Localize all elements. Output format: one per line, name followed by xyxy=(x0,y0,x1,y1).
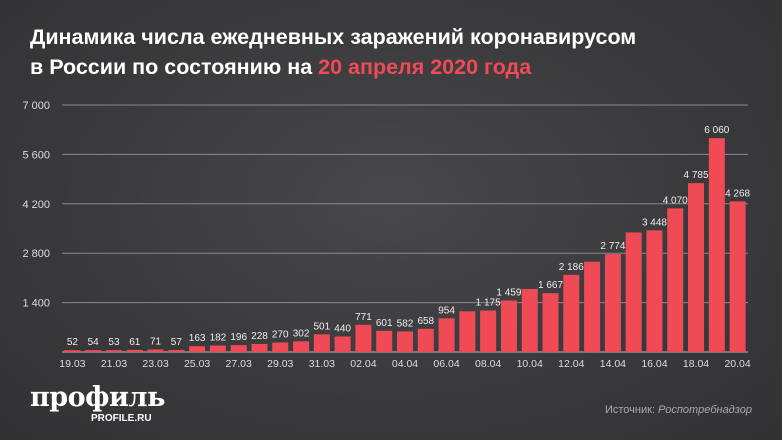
data-label: 182 xyxy=(210,333,227,344)
bar xyxy=(417,328,434,352)
x-tick-label: 02.04 xyxy=(350,358,376,370)
title-line-2: в России по состоянию на 20 апреля 2020 … xyxy=(30,52,636,82)
bar xyxy=(209,345,226,352)
bar xyxy=(189,346,206,352)
data-label: 270 xyxy=(272,329,289,340)
x-tick-label: 16.04 xyxy=(641,358,667,370)
y-tick-label: 5 600 xyxy=(22,149,50,161)
bar xyxy=(105,350,122,352)
bar xyxy=(584,261,601,352)
bar xyxy=(521,288,538,352)
data-label: 61 xyxy=(129,337,141,348)
bar xyxy=(604,254,621,352)
bar xyxy=(563,274,580,352)
data-label: 3 448 xyxy=(642,217,667,228)
profile-logo-url: PROFILE.RU xyxy=(91,413,152,424)
bar xyxy=(396,331,414,352)
data-label: 954 xyxy=(438,305,455,316)
data-label: 4 070 xyxy=(663,195,688,206)
bar xyxy=(272,342,289,352)
data-label: 1 667 xyxy=(538,280,563,291)
bar xyxy=(542,293,559,352)
source-value: Роспотребнадзор xyxy=(658,404,752,416)
data-label: 196 xyxy=(230,332,247,343)
bar xyxy=(459,311,476,352)
data-label: 6 060 xyxy=(704,125,729,136)
data-label: 302 xyxy=(293,328,310,339)
data-label: 52 xyxy=(67,337,79,348)
bar xyxy=(438,318,455,352)
bar xyxy=(688,183,705,352)
data-label: 54 xyxy=(88,337,100,348)
data-label: 57 xyxy=(171,337,183,348)
title-line-1: Динамика числа ежедневных заражений коро… xyxy=(30,25,637,49)
x-tick-label: 06.04 xyxy=(433,358,459,370)
source-note: Источник: Роспотребнадзор xyxy=(605,404,752,416)
x-tick-label: 27.03 xyxy=(226,358,252,370)
x-tick-label: 10.04 xyxy=(517,358,543,370)
bar xyxy=(646,230,663,352)
bar xyxy=(147,349,164,352)
y-tick-label: 1 400 xyxy=(22,298,50,310)
x-tick-label: 29.03 xyxy=(267,358,293,370)
data-label: 440 xyxy=(334,323,351,334)
data-label: 228 xyxy=(251,331,268,342)
bar xyxy=(480,310,497,352)
x-tick-label: 31.03 xyxy=(309,358,335,370)
bar xyxy=(625,232,642,352)
data-label: 53 xyxy=(108,337,120,348)
data-label: 4 785 xyxy=(684,170,709,181)
data-label: 582 xyxy=(397,318,414,329)
bar xyxy=(667,208,684,352)
title-prefix: в России по состоянию на xyxy=(30,55,319,79)
x-tick-label: 21.03 xyxy=(101,358,127,370)
x-tick-label: 18.04 xyxy=(683,358,709,370)
bar xyxy=(64,350,81,352)
data-label: 2 186 xyxy=(559,262,584,273)
bar xyxy=(708,138,725,352)
x-tick-label: 20.04 xyxy=(724,358,750,370)
bar xyxy=(251,343,268,352)
bar xyxy=(729,201,746,352)
bar xyxy=(230,345,247,352)
x-tick-label: 12.04 xyxy=(558,358,584,370)
chart-title: Динамика числа ежедневных заражений коро… xyxy=(30,22,636,82)
data-label: 1 459 xyxy=(496,288,521,299)
source-label: Источник: xyxy=(604,404,659,416)
bar xyxy=(355,324,372,352)
data-label: 601 xyxy=(376,318,393,329)
data-label: 501 xyxy=(314,321,331,332)
x-tick-label: 04.04 xyxy=(392,358,418,370)
bar xyxy=(313,334,330,352)
data-label: 4 268 xyxy=(725,188,750,199)
x-tick-label: 08.04 xyxy=(475,358,501,370)
x-tick-label: 25.03 xyxy=(184,358,210,370)
data-label: 771 xyxy=(355,312,372,323)
data-label: 1 175 xyxy=(476,298,501,309)
x-tick-label: 14.04 xyxy=(600,358,626,370)
data-label: 71 xyxy=(150,336,162,347)
bar xyxy=(293,341,310,352)
y-tick-label: 4 200 xyxy=(22,199,50,211)
data-label: 163 xyxy=(189,333,206,344)
bar xyxy=(126,349,143,352)
y-tick-label: 7 000 xyxy=(22,100,50,112)
x-tick-label: 23.03 xyxy=(142,358,168,370)
bar xyxy=(500,300,517,352)
x-tick-label: 19.03 xyxy=(59,358,85,370)
y-tick-label: 2 800 xyxy=(22,248,50,260)
data-label: 2 774 xyxy=(600,241,625,252)
title-date-highlight: 20 апреля 2020 года xyxy=(318,55,532,79)
bar xyxy=(334,336,351,352)
data-label: 658 xyxy=(417,316,434,327)
bar xyxy=(168,349,185,352)
profile-logo: профиль xyxy=(30,382,165,413)
bar xyxy=(376,330,393,352)
bar xyxy=(85,350,102,352)
